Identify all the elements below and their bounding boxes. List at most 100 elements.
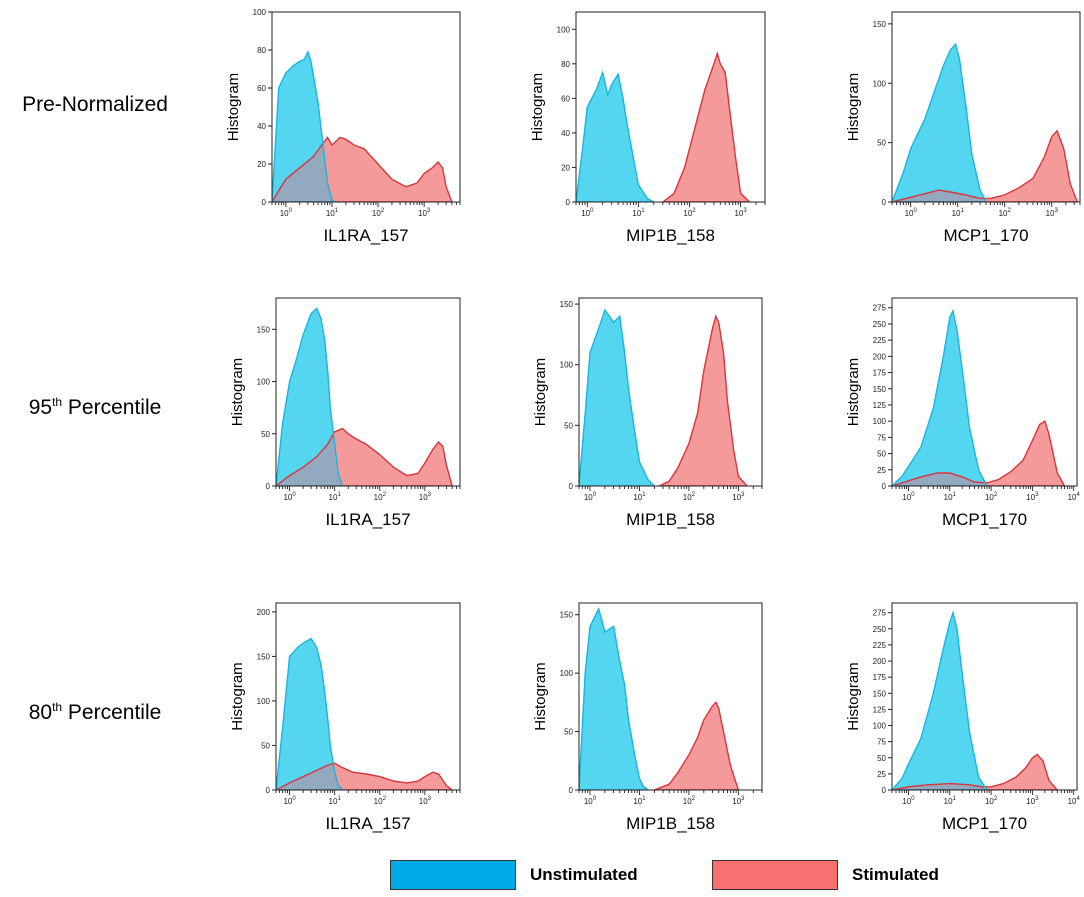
y-tick-label: 50 bbox=[877, 139, 886, 148]
x-axis-label: IL1RA_157 bbox=[323, 226, 408, 245]
x-tick-label: 101 bbox=[633, 796, 646, 806]
y-tick-label: 175 bbox=[873, 673, 887, 682]
plot-frame bbox=[271, 11, 461, 203]
y-tick-label: 50 bbox=[261, 430, 270, 439]
stimulated-area bbox=[892, 130, 1078, 202]
overlap-area bbox=[276, 763, 343, 790]
x-tick-label: 101 bbox=[632, 208, 645, 218]
y-tick-label: 75 bbox=[877, 433, 886, 442]
x-axis-label: MIP1B_158 bbox=[626, 814, 715, 833]
y-tick-label: 25 bbox=[877, 466, 886, 475]
y-tick-label: 250 bbox=[873, 320, 887, 329]
legend-swatch-stimulated bbox=[712, 860, 838, 890]
y-axis-label: Histogram bbox=[532, 662, 549, 730]
y-tick-label: 150 bbox=[873, 689, 887, 698]
x-tick-label: 100 bbox=[581, 208, 594, 218]
y-axis-label: Histogram bbox=[845, 358, 862, 426]
unstimulated-line bbox=[579, 308, 656, 486]
y-tick-label: 0 bbox=[569, 482, 574, 491]
y-tick-label: 0 bbox=[266, 786, 271, 795]
plot-frame bbox=[575, 11, 766, 203]
x-axis-label: MIP1B_158 bbox=[626, 510, 715, 529]
x-axis-label: MIP1B_158 bbox=[626, 226, 715, 245]
unstimulated-area bbox=[892, 44, 986, 202]
y-tick-label: 50 bbox=[877, 450, 886, 459]
stimulated-area bbox=[662, 53, 750, 202]
x-tick-label: 102 bbox=[683, 492, 696, 502]
legend: Unstimulated Stimulated bbox=[390, 860, 950, 890]
stimulated-area bbox=[654, 702, 739, 790]
x-tick-label: 102 bbox=[374, 492, 387, 502]
plot-frame bbox=[578, 602, 763, 791]
y-tick-label: 75 bbox=[877, 738, 886, 747]
y-axis-label: Histogram bbox=[532, 358, 549, 426]
stimulated-line bbox=[892, 129, 1079, 202]
x-tick-label: 102 bbox=[372, 208, 385, 218]
stimulated-area bbox=[892, 754, 1058, 790]
y-tick-label: 0 bbox=[882, 786, 887, 795]
overlap-area bbox=[272, 137, 336, 202]
y-tick-label: 225 bbox=[873, 336, 887, 345]
y-tick-label: 100 bbox=[560, 669, 574, 678]
x-tick-label: 103 bbox=[732, 492, 745, 502]
y-tick-label: 150 bbox=[873, 20, 887, 29]
stimulated-line bbox=[892, 420, 1066, 486]
unstimulated-area bbox=[892, 612, 988, 790]
y-tick-label: 0 bbox=[882, 198, 887, 207]
legend-swatch-unstimulated bbox=[390, 860, 516, 890]
y-axis-label: Histogram bbox=[225, 73, 242, 141]
y-tick-label: 150 bbox=[873, 385, 887, 394]
unstimulated-line bbox=[892, 308, 988, 486]
x-tick-label: 103 bbox=[419, 796, 432, 806]
y-tick-label: 125 bbox=[873, 705, 887, 714]
y-tick-label: 100 bbox=[257, 378, 271, 387]
stimulated-line bbox=[892, 753, 1059, 790]
histogram-panel-9: 0 25 50 75 100 125 150 175 200 225 250 275 100 101 102… bbox=[845, 602, 1081, 833]
y-tick-label: 150 bbox=[560, 611, 574, 620]
stimulated-area bbox=[659, 316, 748, 486]
y-tick-label: 275 bbox=[873, 609, 887, 618]
y-tick-label: 175 bbox=[873, 369, 887, 378]
overlap-area bbox=[276, 428, 343, 486]
unstimulated-area bbox=[892, 311, 988, 486]
y-tick-label: 200 bbox=[873, 352, 887, 361]
row-label-pre-normalized: Pre-Normalized bbox=[22, 93, 168, 116]
histogram-panel-6: 0 25 50 75 100 125 150 175 200 225 250 275 100 101 102… bbox=[845, 297, 1081, 529]
y-tick-label: 200 bbox=[873, 657, 887, 666]
histogram-panel-4: 0 50 100 150 100 101 102 103 IL1RA_157 Histogram bbox=[229, 297, 461, 529]
stimulated-line bbox=[276, 427, 453, 486]
unstimulated-line bbox=[892, 610, 988, 790]
unstimulated-area bbox=[579, 608, 649, 790]
histogram-panel-5: 0 50 100 150 100 101 102 103 MIP1B_158 Histogram bbox=[532, 297, 763, 529]
stimulated-area bbox=[892, 421, 1065, 486]
y-tick-label: 100 bbox=[873, 79, 887, 88]
unstimulated-line bbox=[276, 307, 344, 486]
y-tick-label: 40 bbox=[561, 129, 570, 138]
y-tick-label: 20 bbox=[561, 163, 570, 172]
x-tick-label: 104 bbox=[1068, 492, 1081, 502]
y-tick-label: 50 bbox=[564, 421, 573, 430]
x-tick-label: 104 bbox=[1068, 796, 1081, 806]
stimulated-line bbox=[661, 51, 751, 202]
x-tick-label: 103 bbox=[418, 208, 431, 218]
x-tick-label: 100 bbox=[280, 208, 293, 218]
x-tick-label: 103 bbox=[419, 492, 432, 502]
stimulated-line bbox=[654, 701, 740, 790]
unstimulated-area bbox=[576, 72, 654, 202]
unstimulated-area bbox=[579, 310, 655, 486]
unstimulated-line bbox=[276, 637, 344, 790]
y-tick-label: 60 bbox=[257, 84, 266, 93]
y-tick-label: 0 bbox=[266, 482, 271, 491]
x-axis-label: IL1RA_157 bbox=[325, 510, 410, 529]
x-tick-label: 103 bbox=[734, 208, 747, 218]
y-axis-label: Histogram bbox=[529, 73, 546, 141]
plot-frame bbox=[275, 297, 461, 487]
x-tick-label: 101 bbox=[952, 208, 965, 218]
y-tick-label: 250 bbox=[873, 625, 887, 634]
x-tick-label: 100 bbox=[283, 796, 296, 806]
stimulated-line bbox=[272, 136, 453, 202]
stimulated-line bbox=[658, 314, 749, 486]
y-tick-label: 100 bbox=[557, 25, 571, 34]
x-tick-label: 101 bbox=[329, 492, 342, 502]
y-tick-label: 50 bbox=[261, 741, 270, 750]
